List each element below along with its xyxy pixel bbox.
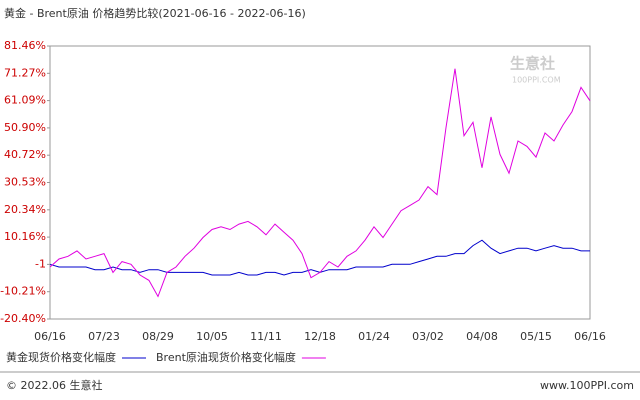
x-tick-label: 10/05: [196, 330, 228, 343]
y-tick-label: 40.72%: [4, 148, 46, 161]
x-tick-label: 06/16: [34, 330, 66, 343]
y-tick-label: 20.34%: [4, 203, 46, 216]
y-tick-label: -20.40%: [0, 312, 46, 325]
y-tick-label: 61.09%: [4, 94, 46, 107]
footer-left: © 2022.06 生意社: [6, 378, 102, 392]
x-tick-label: 11/11: [250, 330, 282, 343]
x-tick-label: 01/24: [358, 330, 390, 343]
y-tick-label: 81.46%: [4, 39, 46, 52]
x-tick-label: 05/15: [520, 330, 552, 343]
series-line: [49, 68, 591, 298]
y-tick-label: 71.27%: [4, 66, 46, 79]
y-tick-label: 50.90%: [4, 121, 46, 134]
y-tick-label: 30.53%: [4, 176, 46, 189]
x-tick-label: 04/08: [466, 330, 498, 343]
x-tick-label: 08/29: [142, 330, 174, 343]
plot-frame: [49, 45, 591, 320]
series-line: [49, 239, 590, 276]
y-tick-label: 10.16%: [4, 230, 46, 243]
legend-label: 黄金现货价格变化幅度: [6, 350, 116, 364]
legend-label: Brent原油现货价格变化幅度: [156, 350, 296, 364]
y-tick-label: -10.21%: [0, 285, 46, 298]
footer-right: www.100PPI.com: [540, 379, 634, 392]
watermark: 生意社: [510, 55, 555, 73]
chart-title: 黄金 - Brent原油 价格趋势比较(2021-06-16 - 2022-06…: [4, 6, 306, 20]
x-tick-label: 07/23: [88, 330, 120, 343]
x-tick-label: 03/02: [412, 330, 444, 343]
x-tick-label: 06/16: [574, 330, 606, 343]
x-tick-label: 12/18: [304, 330, 336, 343]
y-tick-label: -1: [35, 257, 46, 270]
watermark-site: 100PPI.COM: [512, 76, 561, 85]
